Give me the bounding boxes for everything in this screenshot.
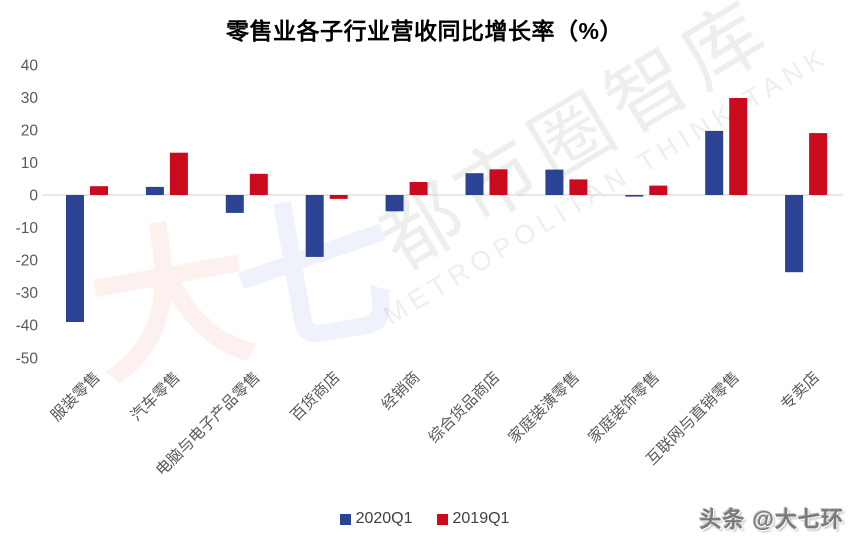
bar-2020Q1 xyxy=(66,195,84,322)
x-category-label: 汽车零售 xyxy=(127,368,184,425)
y-axis-tick-label: -40 xyxy=(16,318,39,335)
bar-2020Q1 xyxy=(785,195,804,273)
bar-2020Q1 xyxy=(625,195,644,197)
bar-2019Q1 xyxy=(649,185,668,195)
x-category-label: 专卖店 xyxy=(777,368,823,414)
y-axis-tick-label: 40 xyxy=(21,57,39,74)
x-category-label: 家庭装饰零售 xyxy=(585,368,663,446)
bar-2020Q1 xyxy=(545,169,564,195)
legend-swatch xyxy=(339,513,351,525)
legend-swatch xyxy=(436,513,448,525)
x-category-label: 百货商店 xyxy=(287,368,344,425)
y-axis-tick-label: 20 xyxy=(21,122,39,139)
y-axis-tick-label: -10 xyxy=(16,220,39,237)
bar-2020Q1 xyxy=(705,130,724,195)
bar-2019Q1 xyxy=(489,169,508,195)
bar-2019Q1 xyxy=(249,173,268,195)
y-axis-tick-label: 0 xyxy=(29,188,38,205)
bar-2020Q1 xyxy=(465,173,484,195)
x-category-label: 服装零售 xyxy=(47,368,104,425)
y-axis-tick-label: -30 xyxy=(16,285,39,302)
y-axis-tick-label: -50 xyxy=(16,350,39,367)
legend-label: 2019Q1 xyxy=(452,510,510,527)
x-category-label: 经销商 xyxy=(378,368,424,414)
y-axis-tick-label: 30 xyxy=(21,90,39,107)
legend-label: 2020Q1 xyxy=(355,510,413,527)
bar-2020Q1 xyxy=(385,195,404,212)
bar-2020Q1 xyxy=(305,195,324,257)
bar-2020Q1 xyxy=(225,195,244,213)
y-axis-tick-label: 10 xyxy=(21,155,39,172)
y-axis-tick-label: -20 xyxy=(16,253,39,270)
bar-2019Q1 xyxy=(90,186,108,195)
bar-2019Q1 xyxy=(809,133,828,195)
bar-2019Q1 xyxy=(569,179,588,195)
byline-watermark: 头条 @大七环 xyxy=(699,507,844,532)
x-category-label: 综合货品商店 xyxy=(425,368,503,446)
bar-2019Q1 xyxy=(329,195,348,199)
bar-2020Q1 xyxy=(145,186,164,195)
x-category-label: 家庭装潢零售 xyxy=(505,368,583,446)
chart-title: 零售业各子行业营收同比增长率（%） xyxy=(226,18,623,44)
bar-2019Q1 xyxy=(169,152,188,195)
bar-2019Q1 xyxy=(729,98,748,195)
legend-item-2020Q1: 2020Q1 xyxy=(339,510,413,528)
legend-item-2019Q1: 2019Q1 xyxy=(436,510,510,528)
bar-2019Q1 xyxy=(409,182,428,195)
chart-legend: 2020Q1 2019Q1 xyxy=(0,510,849,528)
